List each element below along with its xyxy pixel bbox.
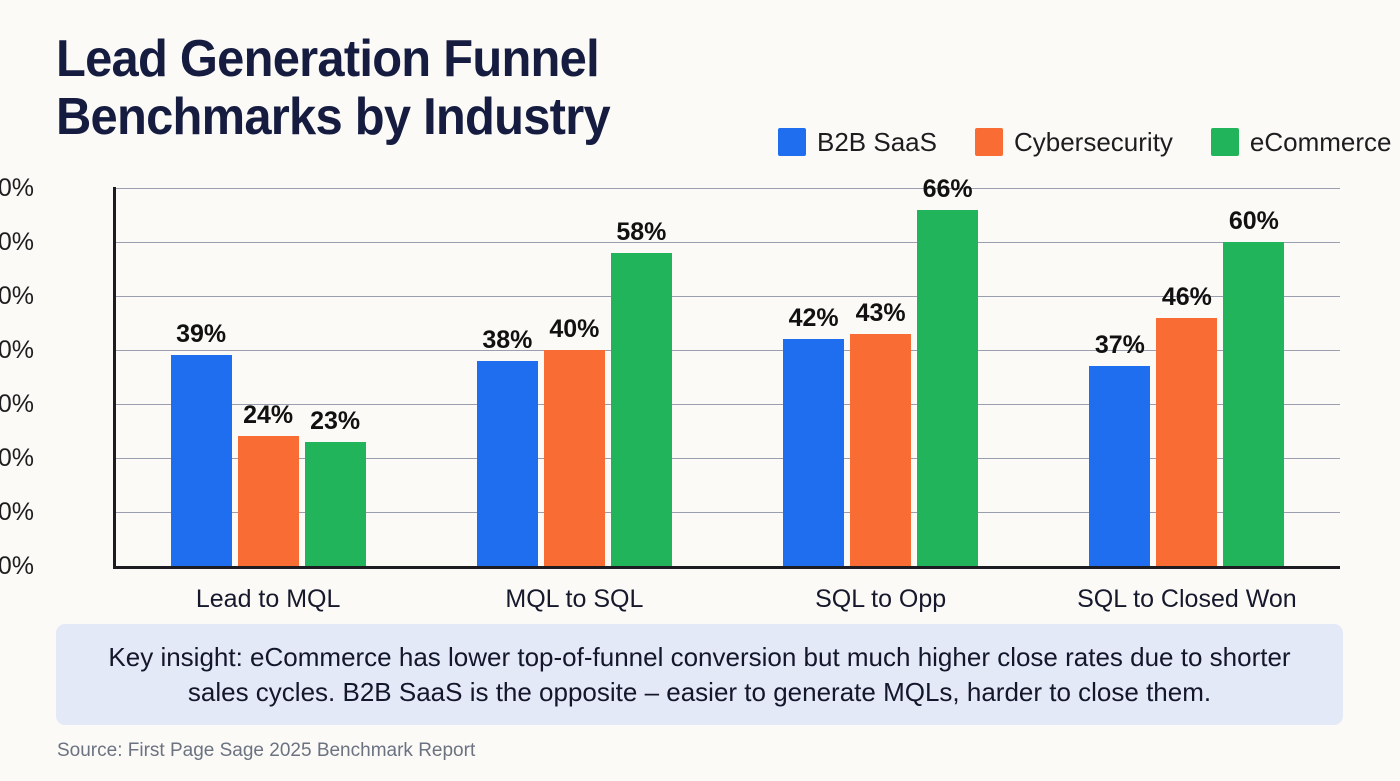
y-axis-tick-label: 30% (0, 390, 34, 418)
bar-column: 42% (783, 188, 845, 566)
page-title: Lead Generation Funnel Benchmarks by Ind… (56, 30, 611, 146)
bar-group-mql-to-sql: 38% 40% 58% (421, 188, 727, 566)
x-axis-tick-label: SQL to Closed Won (1077, 585, 1297, 613)
gridline (115, 242, 1340, 243)
bar[interactable] (917, 209, 979, 566)
legend-swatch-icon (974, 128, 1003, 156)
legend-item-b2b-saas[interactable]: B2B SaaS (778, 128, 937, 156)
gridline (115, 296, 1340, 297)
bar-value-label: 60% (1228, 207, 1279, 235)
bar-value-label: 24% (243, 401, 294, 430)
bar-column: 60% (1223, 188, 1285, 566)
legend-item-label: B2B SaaS (817, 127, 937, 157)
bar-column: 23% (304, 188, 366, 566)
bar-value-label: 46% (1161, 282, 1212, 311)
bar-group-sql-to-closed-won: 37% 46% 60% (1034, 188, 1340, 566)
bar-column: 38% (476, 188, 538, 566)
bar[interactable] (304, 441, 366, 566)
plot-canvas: 70% 60% 50% 40% 30% 20% 10% 0% 39% 24% 23% 38% 40% 58… (0, 176, 1340, 579)
y-axis-tick-label: 20% (0, 444, 34, 472)
y-axis-line (113, 187, 116, 568)
bar-column: 46% (1156, 188, 1218, 566)
bar-column: 66% (917, 176, 979, 566)
bar[interactable] (476, 360, 538, 566)
plot-area: 70% 60% 50% 40% 30% 20% 10% 0% 39% 24% 23% 38% 40% 58… (0, 176, 1340, 579)
gridline (115, 188, 1340, 189)
x-axis-tick-label: SQL to Opp (815, 585, 947, 613)
legend-swatch-icon (778, 128, 806, 156)
bar-column: 24% (237, 188, 299, 566)
legend-item-cybersecurity[interactable]: Cybersecurity (974, 127, 1173, 157)
bar[interactable] (610, 252, 672, 566)
chart-legend: B2B SaaS Cybersecurity eCommerce (778, 128, 1392, 156)
bar-group-sql-to-opp: 42% 43% 66% (728, 176, 1034, 566)
bar-column: 37% (1089, 188, 1151, 566)
bar-value-label: 38% (482, 325, 533, 354)
y-axis-tick-label: 0% (0, 552, 34, 580)
bar[interactable] (170, 355, 232, 566)
x-axis-tick-label: Lead to MQL (195, 585, 341, 613)
gridline (115, 458, 1340, 459)
y-axis-tick-label: 50% (0, 282, 34, 310)
gridline (115, 512, 1340, 513)
x-axis-line (113, 566, 1340, 569)
gridline (115, 350, 1340, 351)
bar[interactable] (1089, 366, 1151, 566)
gridline (115, 404, 1340, 405)
bar-column: 58% (610, 188, 672, 566)
legend-item-label: Cybersecurity (1013, 127, 1173, 157)
y-axis-tick-label: 70% (0, 174, 34, 202)
bar-value-label: 37% (1094, 331, 1145, 360)
bar-column: 43% (850, 188, 912, 566)
bar-group-lead-to-mql: 39% 24% 23% (115, 188, 421, 566)
legend-item-ecommerce[interactable]: eCommerce (1210, 127, 1392, 157)
key-insight-text: Key insight: eCommerce has lower top-of-… (108, 641, 1291, 707)
key-insight-callout: Key insight: eCommerce has lower top-of-… (56, 624, 1343, 725)
bar-value-label: 39% (176, 320, 227, 349)
legend-item-label: eCommerce (1249, 127, 1392, 157)
bar[interactable] (783, 339, 845, 566)
bar[interactable] (1223, 242, 1285, 566)
bar-value-label: 43% (855, 298, 906, 327)
legend-swatch-icon (1210, 128, 1239, 156)
bar-value-label: 23% (310, 406, 361, 435)
bar[interactable] (543, 350, 605, 566)
bar[interactable] (850, 333, 912, 566)
x-axis-tick-label: MQL to SQL (505, 585, 644, 613)
bar-value-label: 42% (788, 304, 839, 333)
y-axis-tick-label: 40% (0, 336, 34, 364)
y-axis-tick-label: 60% (0, 228, 34, 256)
bar[interactable] (237, 436, 299, 566)
bar-value-label: 40% (549, 315, 600, 343)
bar-value-label: 66% (922, 174, 973, 203)
bar-column: 39% (170, 188, 232, 566)
bar-value-label: 58% (616, 217, 667, 246)
bar-column: 40% (543, 188, 605, 566)
y-axis-tick-label: 10% (0, 498, 34, 526)
bar[interactable] (1156, 317, 1218, 566)
source-note: Source: First Page Sage 2025 Benchmark R… (57, 740, 476, 761)
